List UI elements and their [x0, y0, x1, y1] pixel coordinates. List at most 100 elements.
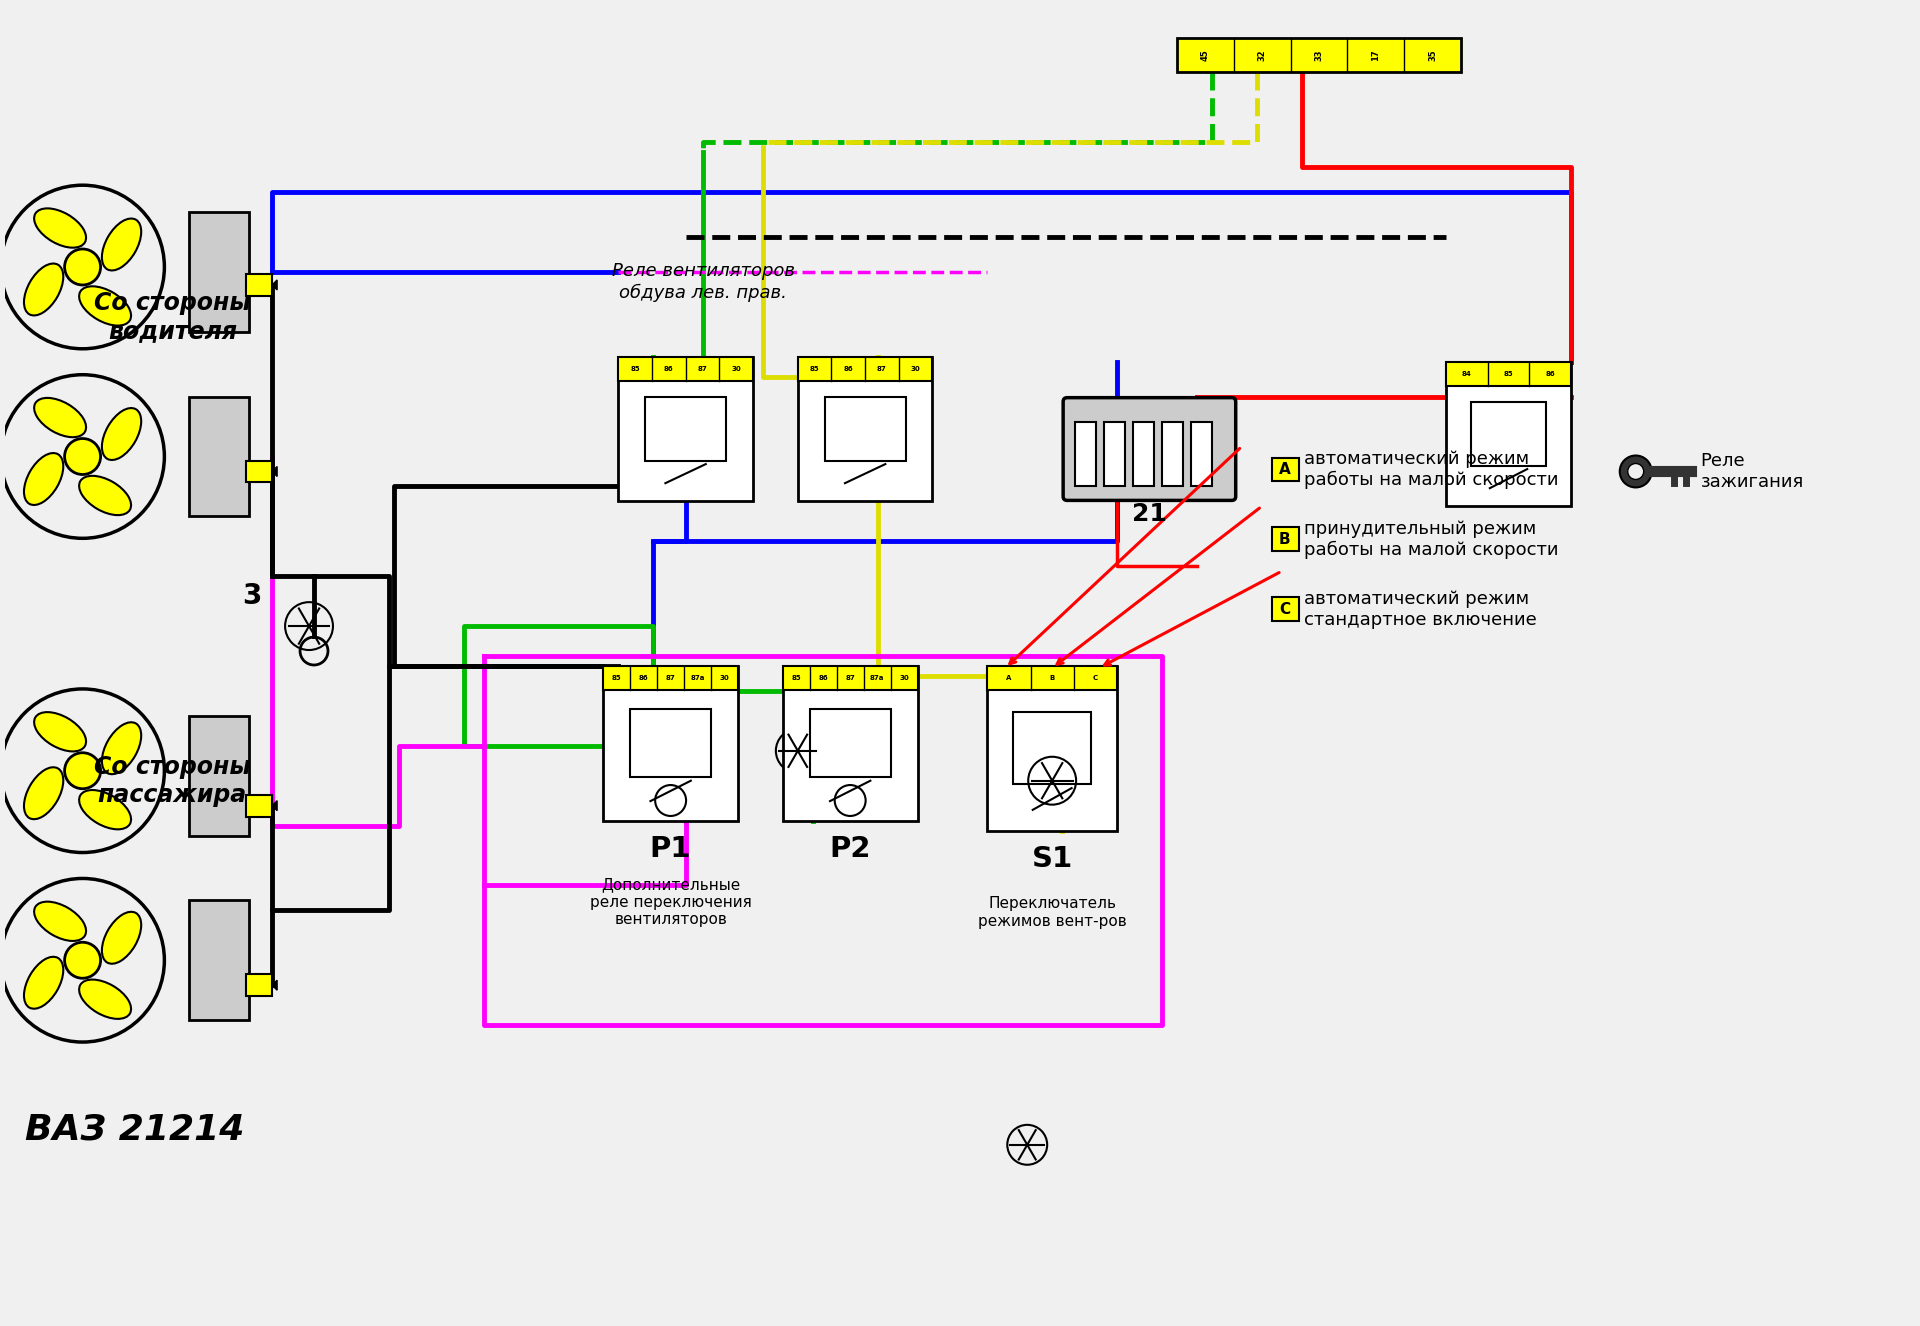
- Text: Реле
зажигания: Реле зажигания: [1701, 452, 1803, 491]
- Bar: [783, 666, 918, 821]
- Text: Со стороны
пассажира: Со стороны пассажира: [94, 754, 252, 806]
- Text: P1: P1: [649, 834, 691, 862]
- Text: P2: P2: [829, 834, 872, 862]
- Ellipse shape: [102, 912, 142, 964]
- Bar: [618, 357, 753, 381]
- Bar: [1271, 597, 1298, 621]
- Bar: [1271, 457, 1298, 481]
- Bar: [190, 716, 250, 835]
- Text: 85: 85: [612, 675, 622, 682]
- Text: C: C: [1092, 675, 1098, 682]
- Bar: [645, 398, 726, 461]
- Text: 85: 85: [810, 366, 820, 371]
- Text: 30: 30: [732, 366, 741, 371]
- Bar: [190, 396, 250, 516]
- Circle shape: [1628, 464, 1644, 480]
- Circle shape: [65, 943, 100, 979]
- Ellipse shape: [102, 219, 142, 271]
- Text: B: B: [1050, 675, 1054, 682]
- Ellipse shape: [35, 208, 86, 248]
- Bar: [826, 398, 906, 461]
- Ellipse shape: [23, 957, 63, 1009]
- Text: Переключатель
режимов вент-ров: Переключатель режимов вент-ров: [977, 896, 1127, 928]
- Circle shape: [1620, 456, 1651, 488]
- Bar: [190, 900, 250, 1020]
- Bar: [799, 357, 933, 501]
- Text: С: С: [1279, 602, 1290, 617]
- Ellipse shape: [23, 264, 63, 316]
- Text: 35: 35: [1428, 49, 1438, 61]
- FancyBboxPatch shape: [1064, 398, 1236, 500]
- Text: автоматический режим
работы на малой скорости: автоматический режим работы на малой ско…: [1304, 450, 1557, 489]
- Bar: [1271, 528, 1298, 552]
- Bar: [810, 709, 891, 777]
- Bar: [246, 274, 273, 296]
- Text: 85: 85: [630, 366, 639, 371]
- Text: принудительный режим
работы на малой скорости: принудительный режим работы на малой ско…: [1304, 520, 1557, 558]
- Polygon shape: [273, 801, 276, 810]
- Bar: [1446, 362, 1571, 386]
- Text: 86: 86: [664, 366, 674, 371]
- Text: Дополнительные
реле переключения
вентиляторов: Дополнительные реле переключения вентиля…: [589, 878, 751, 927]
- Bar: [246, 460, 273, 483]
- Text: 87a: 87a: [870, 675, 885, 682]
- Bar: [603, 666, 737, 690]
- Text: Реле вентиляторов
обдува лев. прав.: Реле вентиляторов обдува лев. прав.: [612, 263, 795, 301]
- Ellipse shape: [102, 723, 142, 774]
- Text: 85: 85: [791, 675, 801, 682]
- Text: Со стороны
водителя: Со стороны водителя: [94, 290, 252, 342]
- Text: 86: 86: [843, 366, 852, 371]
- Text: ВАЗ 21214: ВАЗ 21214: [25, 1113, 244, 1147]
- Text: 30: 30: [910, 366, 920, 371]
- Text: 33: 33: [1315, 49, 1323, 61]
- Bar: [603, 666, 737, 821]
- Circle shape: [65, 753, 100, 789]
- Ellipse shape: [79, 476, 131, 514]
- Bar: [987, 666, 1117, 690]
- Text: 87: 87: [877, 366, 887, 371]
- Bar: [618, 357, 753, 501]
- Text: A: A: [1006, 675, 1012, 682]
- Text: 84: 84: [1461, 371, 1473, 377]
- Text: 45: 45: [1200, 49, 1210, 61]
- Text: 86: 86: [818, 675, 828, 682]
- Ellipse shape: [102, 408, 142, 460]
- Text: В: В: [1279, 532, 1290, 546]
- Text: 30: 30: [899, 675, 908, 682]
- Ellipse shape: [79, 980, 131, 1018]
- Ellipse shape: [35, 398, 86, 438]
- Text: автоматический режим
стандартное включение: автоматический режим стандартное включен…: [1304, 590, 1536, 629]
- Circle shape: [65, 439, 100, 475]
- Bar: [1014, 712, 1091, 785]
- Bar: [1104, 422, 1125, 487]
- Ellipse shape: [79, 286, 131, 326]
- Text: 87: 87: [845, 675, 854, 682]
- Text: 86: 86: [639, 675, 649, 682]
- Polygon shape: [273, 280, 276, 290]
- Ellipse shape: [35, 902, 86, 941]
- Bar: [246, 794, 273, 817]
- Bar: [190, 212, 250, 332]
- Text: 87: 87: [666, 675, 676, 682]
- Text: 17: 17: [1371, 49, 1380, 61]
- Text: 30: 30: [720, 675, 730, 682]
- Bar: [1133, 422, 1154, 487]
- Bar: [987, 666, 1117, 830]
- Bar: [246, 975, 273, 996]
- Ellipse shape: [79, 790, 131, 829]
- Text: 87a: 87a: [691, 675, 705, 682]
- Bar: [1177, 37, 1461, 73]
- Ellipse shape: [35, 712, 86, 752]
- Bar: [1471, 402, 1546, 465]
- Bar: [783, 666, 918, 690]
- Text: 32: 32: [1258, 49, 1267, 61]
- Polygon shape: [273, 980, 276, 991]
- Text: 85: 85: [1503, 371, 1513, 377]
- Text: А: А: [1279, 461, 1290, 477]
- Bar: [1190, 422, 1212, 487]
- Circle shape: [65, 249, 100, 285]
- Bar: [630, 709, 710, 777]
- Bar: [1162, 422, 1183, 487]
- Polygon shape: [273, 467, 276, 476]
- Text: 87: 87: [697, 366, 707, 371]
